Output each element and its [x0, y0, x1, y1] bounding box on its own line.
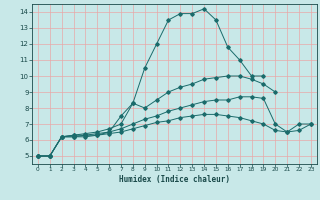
- X-axis label: Humidex (Indice chaleur): Humidex (Indice chaleur): [119, 175, 230, 184]
